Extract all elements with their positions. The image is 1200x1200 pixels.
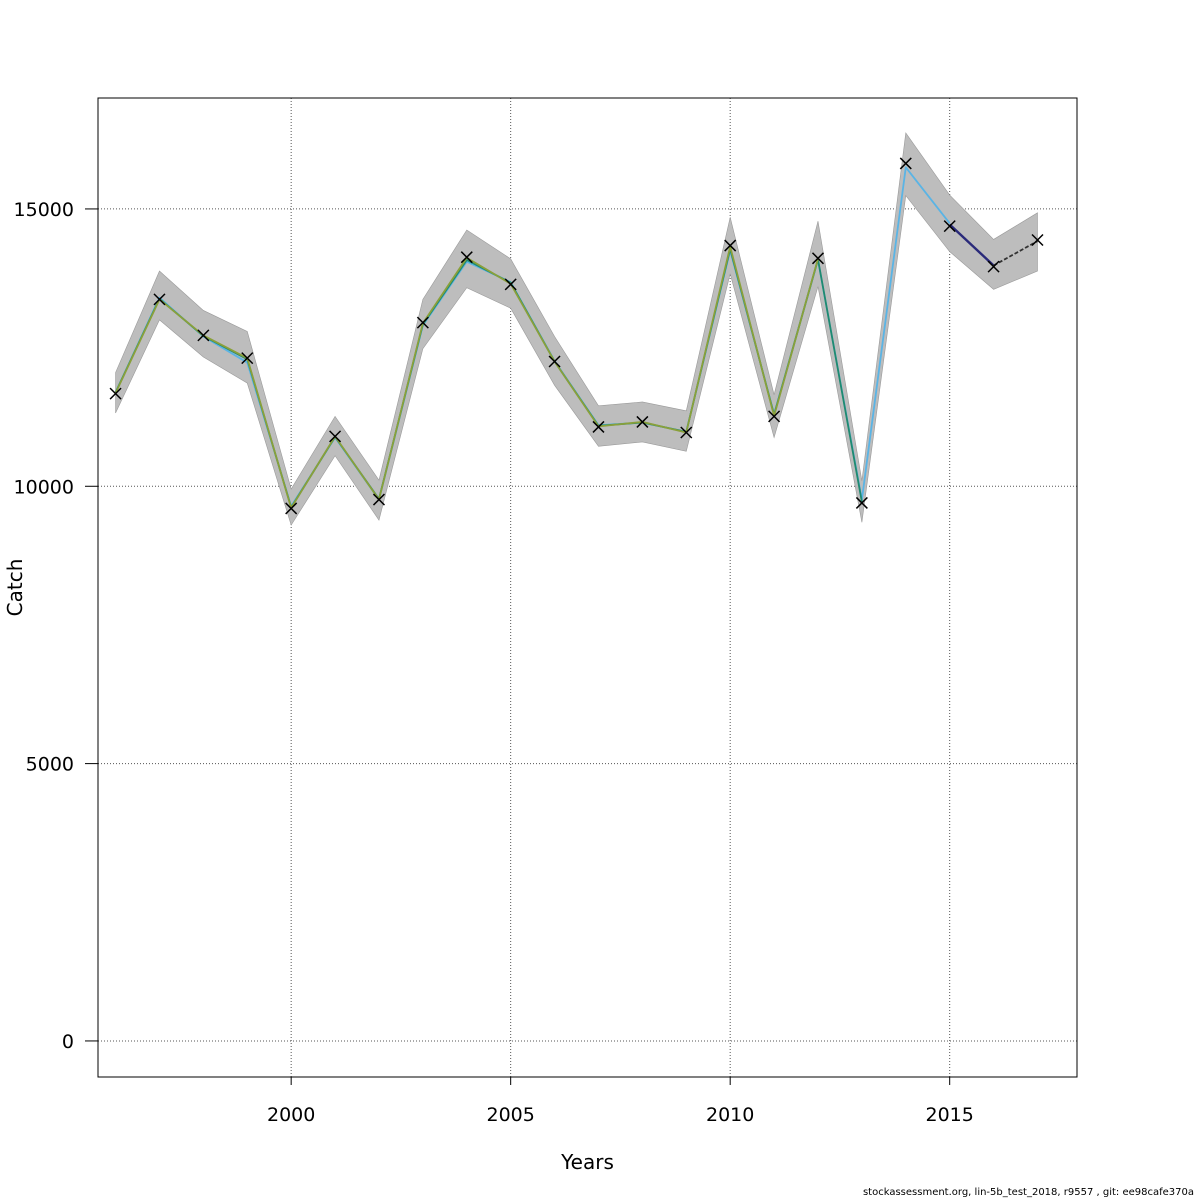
observed-point	[724, 239, 737, 252]
observed-point	[460, 251, 473, 264]
observed-point	[811, 252, 825, 265]
y-axis-title: Catch	[3, 559, 27, 617]
footer-note: stockassessment.org, lin-5b_test_2018, r…	[862, 1187, 1194, 1198]
x-tick-label: 2000	[267, 1104, 315, 1126]
series-line	[993, 240, 1038, 267]
plot-frame	[97, 97, 1078, 1078]
observed-point	[855, 496, 868, 509]
observed-point	[241, 352, 254, 365]
confidence-band	[115, 132, 1038, 526]
observed-point	[285, 502, 298, 515]
observed-point	[548, 355, 561, 368]
observed-point	[943, 220, 956, 233]
x-tick-label: 2005	[486, 1104, 534, 1126]
series-lines	[114, 166, 1038, 509]
y-axis-ticks: 0 5000 10000 15000	[14, 199, 98, 1053]
observed-point	[109, 387, 122, 400]
x-axis-title: Years	[560, 1150, 614, 1174]
observed-point	[768, 410, 781, 423]
observed-point	[592, 420, 605, 433]
observed-point	[197, 329, 210, 342]
x-axis-ticks: 2000 2005 2010 2015	[267, 1077, 974, 1126]
observed-point	[504, 278, 517, 291]
observed-point	[416, 316, 429, 329]
observed-point	[636, 415, 649, 428]
y-tick-label: 15000	[14, 199, 74, 221]
observed-point	[987, 260, 1000, 273]
observed-point	[153, 293, 166, 306]
x-tick-label: 2015	[926, 1104, 974, 1126]
observed-point	[899, 157, 912, 170]
y-tick-label: 0	[62, 1031, 74, 1053]
confidence-band-area	[115, 132, 1038, 526]
observed-point	[680, 426, 693, 439]
y-tick-label: 5000	[26, 754, 74, 776]
x-tick-label: 2010	[706, 1104, 754, 1126]
series-line	[948, 223, 995, 267]
observed-point	[329, 430, 342, 443]
observed-point	[1031, 233, 1044, 247]
y-tick-label: 10000	[14, 476, 74, 498]
observed-point	[372, 493, 385, 506]
observed-points	[109, 157, 1044, 515]
grid-lines	[98, 98, 1077, 1077]
